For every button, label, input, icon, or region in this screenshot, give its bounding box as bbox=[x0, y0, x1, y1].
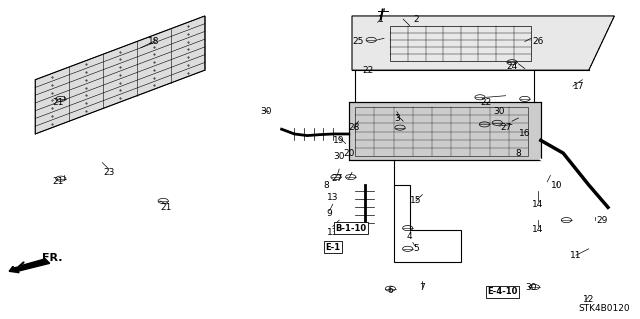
Text: 28: 28 bbox=[348, 123, 360, 132]
Text: 20: 20 bbox=[343, 149, 355, 158]
Text: STK4B0120: STK4B0120 bbox=[579, 304, 630, 313]
Text: 10: 10 bbox=[551, 181, 563, 189]
Text: 29: 29 bbox=[596, 216, 607, 225]
Text: 24: 24 bbox=[506, 63, 518, 71]
Polygon shape bbox=[35, 16, 205, 134]
Text: 25: 25 bbox=[353, 37, 364, 46]
Text: 8: 8 bbox=[516, 149, 521, 158]
Text: 12: 12 bbox=[583, 295, 595, 304]
Text: 3: 3 bbox=[394, 114, 399, 122]
Text: 30: 30 bbox=[493, 107, 505, 116]
Text: 30: 30 bbox=[260, 107, 271, 116]
Text: 14: 14 bbox=[532, 225, 543, 234]
Text: 5: 5 bbox=[413, 244, 419, 253]
Text: 21: 21 bbox=[161, 203, 172, 212]
Text: 4: 4 bbox=[407, 232, 412, 241]
Text: B-1-10: B-1-10 bbox=[335, 224, 366, 233]
Text: 21: 21 bbox=[52, 177, 63, 186]
Text: 14: 14 bbox=[532, 200, 543, 209]
FancyArrow shape bbox=[9, 260, 50, 273]
Text: FR.: FR. bbox=[42, 253, 62, 263]
Polygon shape bbox=[352, 16, 614, 70]
Text: 2: 2 bbox=[413, 15, 419, 24]
Text: 30: 30 bbox=[525, 283, 537, 292]
Polygon shape bbox=[349, 102, 541, 160]
Text: 19: 19 bbox=[333, 136, 345, 145]
Text: 23: 23 bbox=[103, 168, 115, 177]
Text: 17: 17 bbox=[573, 82, 585, 91]
Text: 21: 21 bbox=[52, 98, 63, 107]
Text: 22: 22 bbox=[362, 66, 374, 75]
Text: 6: 6 bbox=[388, 286, 393, 295]
Text: 11: 11 bbox=[570, 251, 582, 260]
Text: 8: 8 bbox=[324, 181, 329, 189]
Text: E-4-10: E-4-10 bbox=[487, 287, 518, 296]
Text: 30: 30 bbox=[333, 152, 345, 161]
Text: 1: 1 bbox=[378, 15, 383, 24]
Text: 18: 18 bbox=[148, 37, 159, 46]
Text: 22: 22 bbox=[481, 98, 492, 107]
Text: 16: 16 bbox=[519, 130, 531, 138]
Text: 27: 27 bbox=[500, 123, 511, 132]
Text: 7: 7 bbox=[420, 283, 425, 292]
Text: 27: 27 bbox=[332, 174, 343, 183]
Text: 13: 13 bbox=[327, 193, 339, 202]
Text: 9: 9 bbox=[327, 209, 332, 218]
Text: 13: 13 bbox=[327, 228, 339, 237]
Text: E-1: E-1 bbox=[325, 243, 340, 252]
Text: 15: 15 bbox=[410, 197, 422, 205]
Text: 26: 26 bbox=[532, 37, 543, 46]
